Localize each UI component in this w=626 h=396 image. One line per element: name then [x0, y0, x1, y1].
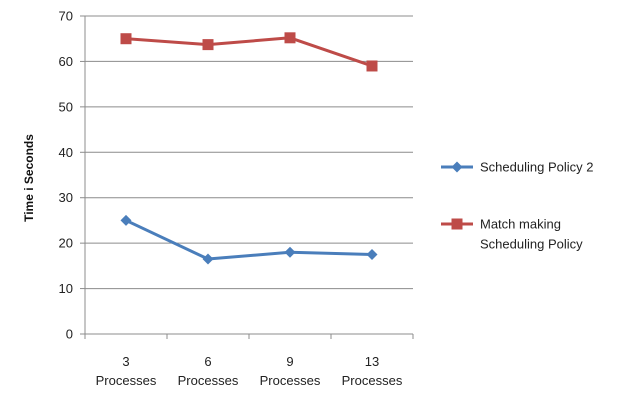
legend-marker: [451, 161, 463, 173]
series-line: [124, 218, 374, 261]
axes: [80, 15, 414, 339]
data-point: [120, 214, 132, 226]
data-point: [284, 32, 296, 44]
legend-entry: Scheduling Policy 2: [441, 160, 593, 175]
y-tick-label: 20: [59, 236, 73, 251]
y-tick-label: 60: [59, 54, 73, 69]
data-point: [202, 39, 214, 51]
series-1: [120, 214, 378, 265]
y-tick-label: 10: [59, 281, 73, 296]
series-2: [120, 32, 378, 72]
data-point: [120, 33, 132, 45]
x-tick-labels: 3 Processes 6 Processes 9 Processes 13 Processe…: [96, 354, 403, 388]
y-tick-label: 30: [59, 190, 73, 205]
y-tick-label: 0: [66, 327, 73, 342]
y-tick-labels: 0 10 20 30 40 50 60 70: [59, 9, 73, 342]
x-tick-label: 3 Processes: [96, 354, 157, 388]
legend-marker: [451, 218, 463, 230]
data-point: [366, 249, 378, 260]
legend-entry: Match making Scheduling Policy: [441, 217, 583, 252]
x-tick-label: 9 Processes: [260, 354, 321, 388]
data-point: [366, 60, 378, 72]
x-tick-label: 13 Processes: [342, 354, 403, 388]
legend-label: Match making Scheduling Policy: [480, 217, 583, 252]
y-axis-label: Time i Seconds: [22, 134, 36, 222]
x-tick-label: 6 Processes: [178, 354, 239, 388]
data-point: [284, 246, 296, 258]
legend-label: Scheduling Policy 2: [480, 160, 593, 175]
data-point: [202, 253, 214, 265]
series-line: [124, 36, 374, 68]
y-tick-label: 40: [59, 145, 73, 160]
series-group: [120, 32, 378, 265]
gridlines: [85, 15, 413, 290]
y-tick-label: 70: [59, 9, 73, 24]
y-tick-label: 50: [59, 99, 73, 114]
legend: Scheduling Policy 2 Match making Schedulin…: [441, 160, 593, 252]
